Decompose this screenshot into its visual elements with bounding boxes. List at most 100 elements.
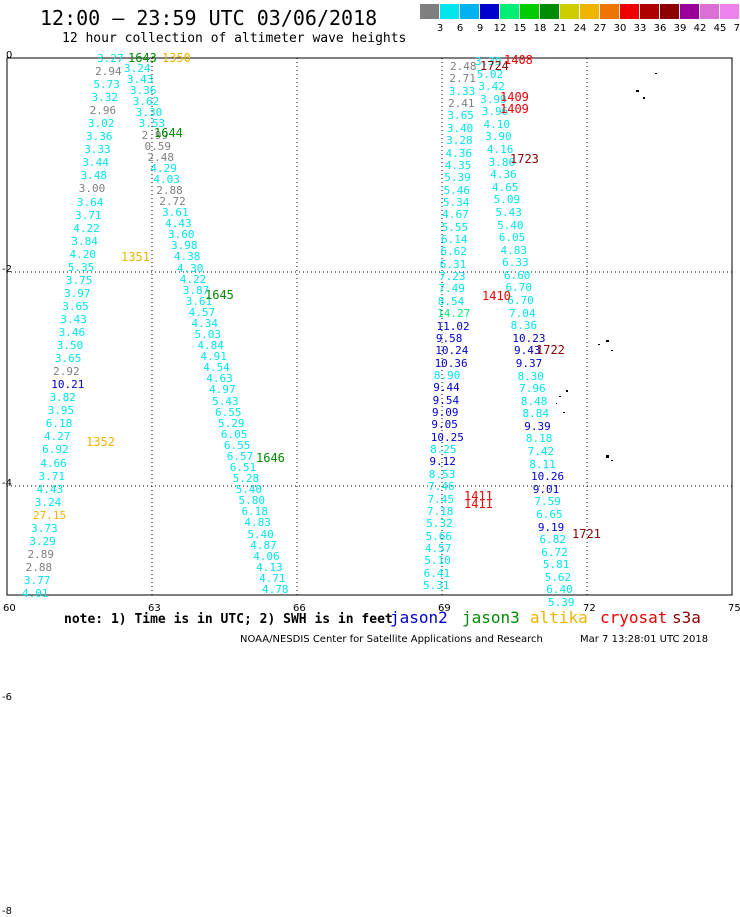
- wave-height-label: 3.65: [62, 299, 89, 313]
- wave-height-label: 3.30: [135, 106, 163, 120]
- wave-height-label: 5.80: [238, 494, 266, 508]
- wave-height-label: 10.24: [435, 344, 469, 358]
- scale-label: 27: [593, 23, 607, 34]
- wave-height-label: 4.78: [262, 583, 289, 596]
- wave-height-label: 11.02: [436, 319, 470, 333]
- wave-height-label: 5.43: [212, 394, 239, 408]
- scale-label: 30: [613, 23, 627, 34]
- wave-height-label: 5.40: [247, 527, 274, 541]
- wave-height-label: 3.48: [80, 169, 108, 183]
- map-frame: [6, 57, 733, 596]
- wave-height-label: 3.42: [478, 80, 505, 94]
- wave-height-label: 3.71: [38, 469, 65, 483]
- lat-tick-label: -2: [2, 264, 12, 275]
- wave-height-label: 9.19: [537, 520, 565, 534]
- wave-height-label: 9.39: [524, 419, 551, 433]
- note-text: note: 1) Time is in UTC; 2) SWH is in fe…: [64, 612, 393, 627]
- wave-height-label: 4.30: [176, 261, 204, 275]
- wave-height-label: 10.26: [531, 470, 565, 484]
- wave-height-label: 6.41: [423, 566, 451, 580]
- wave-height-label: 3.33: [84, 143, 111, 157]
- wave-height-label: 5.81: [542, 558, 570, 572]
- wave-height-label: 7.46: [428, 480, 455, 494]
- wave-height-label: 4.10: [483, 117, 510, 131]
- wave-height-label: 9.05: [431, 418, 458, 432]
- time-marker: 1724: [480, 59, 509, 73]
- time-marker: 1722: [536, 343, 565, 357]
- time-marker: 1411: [464, 489, 493, 503]
- wave-height-label: 4.67: [442, 208, 469, 222]
- scale-swatch: [480, 4, 499, 19]
- scale-swatch: [440, 4, 459, 19]
- wave-height-label: 4.83: [244, 516, 271, 530]
- wave-height-label: 10.21: [51, 378, 85, 392]
- wave-height-label: 3.46: [58, 326, 86, 340]
- lon-tick-label: 69: [438, 603, 451, 614]
- footer-credit: NOAA/NESDIS Center for Satellite Applica…: [240, 634, 543, 645]
- wave-height-label: 6.65: [536, 507, 563, 521]
- wave-height-label: 7.49: [438, 282, 465, 296]
- wave-height-label: 4.57: [188, 305, 216, 319]
- wave-height-label: 10.23: [512, 331, 546, 345]
- wave-height-label: 8.53: [428, 467, 456, 481]
- wave-height-label: 2.48: [147, 150, 174, 164]
- time-marker: 1350: [162, 51, 191, 65]
- time-marker: 1643: [128, 51, 157, 65]
- wave-height-label: 3.40: [446, 121, 474, 135]
- wave-height-label: 3.43: [126, 73, 154, 87]
- wave-height-label: 3.39: [475, 55, 502, 68]
- wave-height-label: 14.27: [437, 307, 471, 321]
- wave-height-label: 6.55: [215, 405, 242, 419]
- mission-label-cryosat: cryosat: [600, 608, 668, 627]
- island: [655, 73, 657, 74]
- wave-height-label: 9.54: [432, 393, 460, 407]
- wave-height-label: 3.50: [56, 339, 84, 353]
- wave-height-label: 3.43: [60, 312, 87, 326]
- wave-height-label: 5.39: [444, 171, 471, 185]
- wave-height-label: 4.97: [209, 383, 236, 397]
- lon-tick-label: 72: [583, 603, 596, 614]
- wave-height-label: 5.35: [67, 260, 95, 274]
- lat-tick-label: -6: [2, 692, 12, 703]
- wave-height-label: 3.64: [76, 195, 104, 209]
- wave-height-label: 3.71: [75, 208, 102, 222]
- scale-label: 21: [553, 23, 567, 34]
- wave-height-label: 5.40: [497, 218, 524, 232]
- wave-height-label: 4.84: [197, 339, 224, 353]
- scale-swatch: [520, 4, 539, 19]
- scale-swatch: [600, 4, 619, 19]
- wave-height-label: 3.86: [488, 155, 516, 169]
- footer-timestamp: Mar 7 13:28:01 UTC 2018: [580, 634, 709, 645]
- wave-height-label: 3.32: [91, 91, 119, 105]
- wave-height-label: 3.00: [78, 182, 106, 196]
- wave-height-label: 2.71: [449, 72, 476, 86]
- wave-height-label: 5.43: [495, 205, 522, 219]
- wave-height-label: 3.73: [31, 521, 58, 535]
- scale-swatch: [620, 4, 639, 19]
- island: [559, 396, 561, 397]
- wave-height-label: 3.82: [49, 391, 76, 405]
- wave-height-label: 3.97: [64, 286, 91, 300]
- lon-tick-label: 63: [148, 603, 161, 614]
- scale-label: 36: [653, 23, 667, 34]
- wave-height-label: 4.38: [173, 250, 201, 264]
- scale-swatch: [540, 4, 559, 19]
- wave-height-label: 2.88: [156, 183, 183, 197]
- wave-height-label: 2.89: [27, 547, 54, 561]
- wave-height-label: 3.24: [124, 62, 151, 75]
- wave-height-label: 4.01: [22, 587, 49, 600]
- wave-height-label: 4.22: [73, 221, 100, 235]
- wave-height-label: 5.31: [423, 579, 450, 592]
- wave-height-label: 7.45: [427, 492, 455, 506]
- time-marker: 1646: [256, 451, 285, 465]
- wave-height-label: 6.60: [503, 268, 531, 282]
- time-marker: 1410: [482, 289, 511, 303]
- wave-height-label: 27.15: [32, 508, 67, 522]
- island: [643, 97, 645, 99]
- wave-height-label: 5.32: [426, 517, 453, 531]
- island: [598, 344, 600, 345]
- wave-height-label: 4.35: [444, 158, 472, 172]
- mission-label-altika: altika: [530, 608, 588, 627]
- wave-height-label: 2.41: [448, 97, 475, 111]
- wave-height-label: 8.36: [510, 319, 538, 333]
